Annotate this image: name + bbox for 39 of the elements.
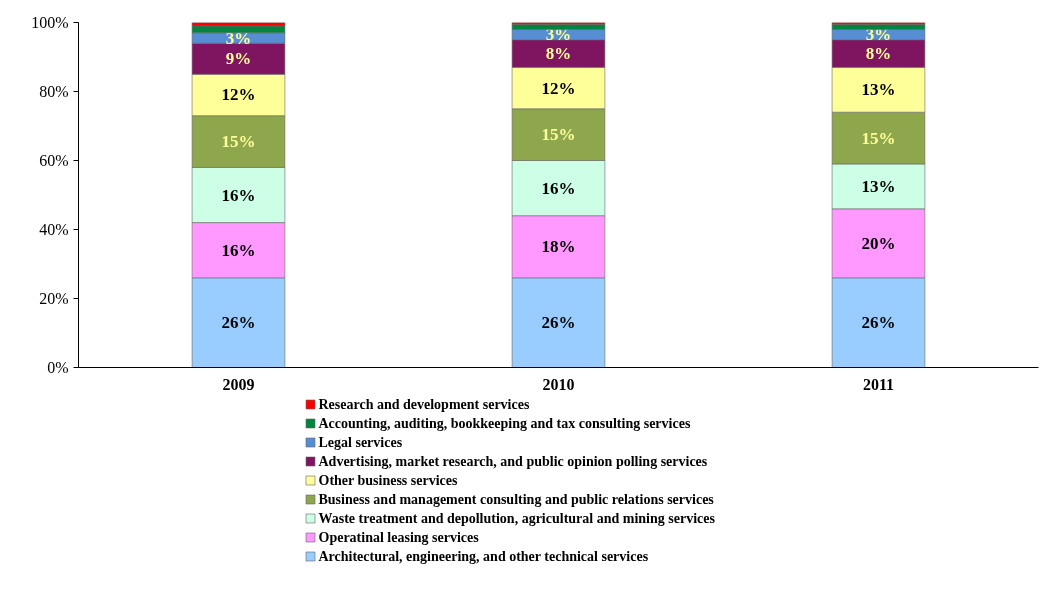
legend-label: Legal services [318, 435, 403, 450]
y-tick-label: 40% [39, 221, 69, 238]
legend-label: Operatinal leasing services [318, 530, 480, 545]
legend-label: Other business services [318, 473, 459, 488]
legend-label: Accounting, auditing, bookkeeping and tax consulting services [318, 416, 691, 431]
y-tick-label: 0% [47, 359, 69, 376]
data-label: 16% [221, 240, 256, 260]
data-label: 16% [541, 178, 576, 198]
legend-label: Advertising, market research, and public opinion polling services [318, 454, 708, 469]
data-label: 8% [865, 44, 892, 64]
data-label: 26% [861, 313, 896, 333]
y-tick-label: 60% [39, 152, 69, 169]
y-tick-label: 80% [39, 83, 69, 100]
data-label: 15% [221, 132, 256, 152]
data-label: 12% [541, 78, 576, 98]
data-label: 3% [545, 25, 572, 45]
data-label: 15% [541, 125, 576, 145]
legend-label: Waste treatment and depollution, agricultural and mining services [318, 511, 716, 526]
x-tick-label: 2009 [222, 375, 255, 393]
data-label: 26% [221, 313, 256, 333]
legend-label: Architectural, engineering, and other technical services [318, 549, 649, 564]
x-tick-label: 2010 [542, 375, 575, 393]
data-label: 16% [221, 185, 256, 205]
data-label: 9% [225, 49, 252, 69]
legend-label: Research and development services [318, 397, 530, 412]
legend-label: Business and management consulting and public relations services [318, 492, 715, 507]
y-tick-label: 100% [31, 14, 69, 31]
y-tick-label: 20% [39, 290, 69, 307]
data-label: 18% [541, 237, 576, 257]
data-label: 3% [225, 28, 252, 48]
data-label: 15% [861, 128, 896, 148]
data-label: 26% [541, 313, 576, 333]
data-label: 20% [861, 233, 896, 253]
data-label: 13% [861, 176, 896, 196]
data-label: 13% [861, 80, 896, 100]
x-tick-label: 2011 [862, 375, 895, 393]
data-label: 8% [545, 44, 572, 64]
data-label: 12% [221, 85, 256, 105]
data-label: 3% [865, 25, 892, 45]
